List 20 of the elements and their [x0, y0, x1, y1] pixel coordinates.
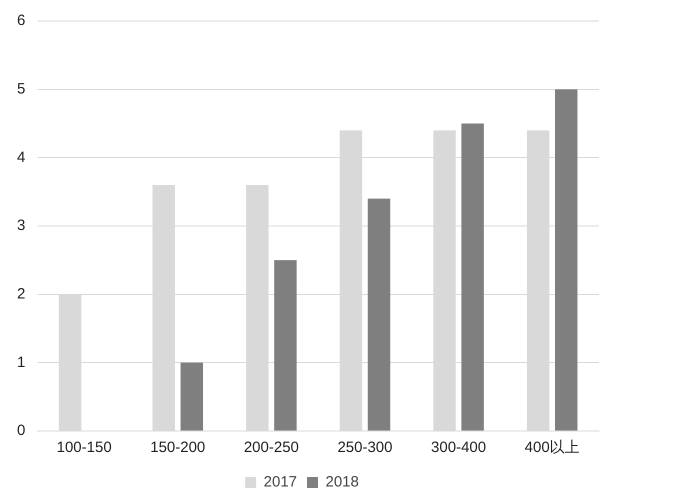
- y-tick-label: 5: [17, 80, 26, 98]
- x-tick-label: 400以上: [524, 439, 580, 456]
- bar: [274, 260, 297, 430]
- x-tick-label: 100-150: [56, 439, 112, 456]
- legend-label: 2018: [326, 474, 359, 491]
- y-tick-label: 4: [17, 148, 26, 166]
- bar: [180, 362, 204, 430]
- x-tick-label: 200-250: [244, 439, 299, 456]
- y-tick-label: 1: [17, 354, 26, 371]
- bar: [368, 198, 390, 430]
- x-tick-label: 250-300: [337, 439, 393, 456]
- bar: [555, 89, 578, 430]
- y-tick-label: 3: [17, 217, 26, 234]
- y-tick-label: 6: [17, 12, 26, 30]
- y-tick-label: 2: [17, 285, 26, 302]
- bar: [461, 124, 484, 430]
- legend-label: 2017: [264, 474, 298, 491]
- x-tick-label: 300-400: [431, 439, 486, 456]
- y-tick-label: 0: [17, 422, 26, 440]
- x-tick-label: 150-200: [150, 439, 206, 456]
